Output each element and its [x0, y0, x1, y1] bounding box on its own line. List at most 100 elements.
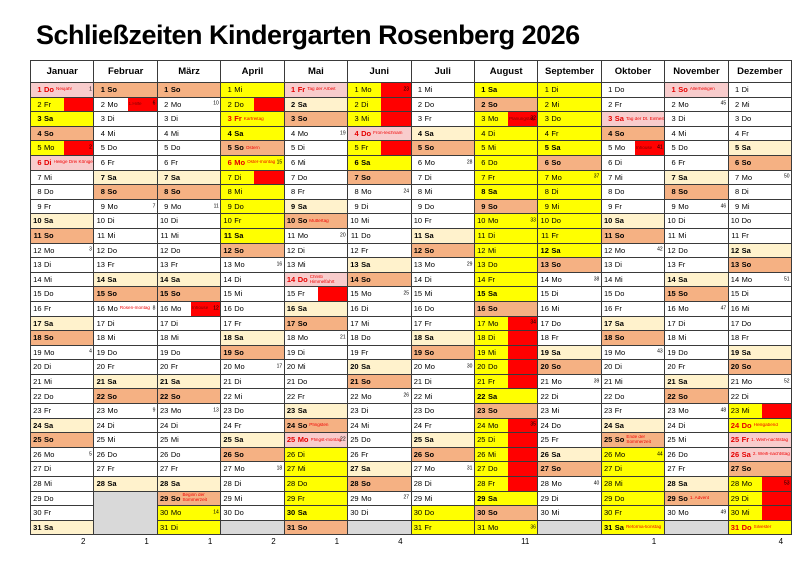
day-number: 10 — [413, 216, 423, 226]
closure-day-marker — [508, 462, 538, 477]
month-column-april: April 1 Mi 2 Do 3 Fr Karfreitag 4 Sa 5 So Ostern 6 Mo O… — [221, 61, 285, 536]
day-cell: 29 Do — [601, 491, 666, 507]
day-number: 17 — [160, 318, 169, 328]
day-cell: 12 Di — [284, 243, 349, 259]
day-cell: 11 Do — [348, 228, 412, 244]
weekday-abbrev: Do — [487, 260, 498, 270]
weekday-abbrev: So — [361, 479, 371, 489]
day-number: 21 — [603, 376, 613, 386]
day-number: 22 — [160, 391, 169, 401]
weekday-abbrev: Mi — [44, 274, 52, 284]
day-cell: 28 Mo 53 — [728, 477, 793, 492]
weekday-abbrev: Mi — [170, 230, 179, 240]
day-cell: 24 Do — [538, 418, 602, 434]
day-cell: 29 So 1. Advent — [665, 491, 729, 507]
day-cell: 3 Sa — [31, 112, 95, 127]
weekday-abbrev: Di — [170, 420, 178, 430]
day-number: 3 — [481, 114, 486, 124]
day-number: 17 — [730, 318, 740, 328]
weekday-abbrev: Do — [361, 333, 371, 343]
day-cell: 27 Mo 18 — [221, 462, 285, 478]
day-cell: 21 So — [348, 374, 412, 390]
weekday-abbrev: Di — [551, 85, 559, 95]
day-cell: 22 So — [665, 389, 729, 405]
day-cell: 16 Mi — [538, 301, 602, 317]
day-number: 10 — [667, 216, 676, 226]
weekday-abbrev: Do — [424, 406, 435, 416]
day-number: 4 — [100, 128, 105, 138]
weekday-abbrev: So — [487, 99, 498, 109]
weekday-abbrev: Mi — [741, 406, 750, 416]
day-number: 4 — [354, 128, 359, 138]
day-cell: 10 Mo 33 — [474, 214, 539, 229]
day-number: 2 — [354, 99, 359, 109]
day-cell: 2 Mo 45 — [665, 97, 729, 113]
closure-day-marker — [761, 477, 792, 491]
weekday-abbrev: Sa — [614, 318, 624, 328]
day-number: 18 — [96, 333, 105, 343]
weekday-abbrev: So — [741, 362, 752, 372]
closure-day-marker — [381, 112, 411, 126]
weekday-abbrev: Mi — [170, 128, 179, 138]
week-number: 5 — [89, 451, 92, 458]
day-cell: 27 Di — [601, 462, 666, 478]
day-cell: 14 Di — [411, 272, 475, 288]
day-cell: 4 Sa — [221, 126, 285, 142]
weekday-abbrev: Di — [361, 508, 369, 518]
day-cell: 30 Sa — [284, 506, 349, 521]
day-number: 1 — [164, 85, 169, 95]
day-number: 2 — [544, 99, 549, 109]
day-cell: 18 Mo 21 — [284, 331, 349, 346]
day-number: 9 — [734, 201, 740, 211]
day-cell: 24 Sa — [31, 418, 95, 434]
day-cell: 12 Do — [665, 243, 729, 259]
week-number: 44 — [657, 451, 663, 458]
day-number: 19 — [350, 347, 359, 357]
weekday-abbrev: Di — [487, 230, 496, 240]
weekday-abbrev: Mi — [170, 333, 179, 343]
day-number: 15 — [96, 289, 105, 299]
weekday-abbrev: Di — [551, 187, 559, 197]
weekday-abbrev: Fr — [424, 114, 432, 124]
weekday-abbrev: Di — [741, 289, 749, 299]
day-cell: 29 Mo 27 — [348, 491, 412, 507]
day-number: 24 — [730, 420, 740, 430]
day-cell: 30 Do — [411, 506, 475, 521]
day-number: 27 — [96, 464, 105, 474]
weekday-abbrev: Mi — [44, 479, 52, 489]
day-number: 26 — [160, 449, 169, 459]
day-number: 11 — [287, 230, 296, 240]
day-cell: 24 Di — [665, 418, 729, 434]
closure-count-mai: 1 — [334, 537, 340, 546]
day-cell: 21 Di — [221, 374, 285, 390]
day-cell: 5 Di — [284, 141, 349, 156]
day-number: 28 — [413, 479, 423, 489]
day-number: 21 — [540, 376, 549, 386]
day-number: 22 — [603, 391, 613, 401]
day-number: 28 — [730, 479, 740, 489]
weekday-abbrev: Fr — [234, 216, 242, 226]
day-cell: 4 So — [601, 126, 666, 142]
weekday-abbrev: So — [107, 391, 118, 401]
day-cell: 23 Do — [411, 404, 475, 419]
day-number: 24 — [603, 420, 613, 430]
day-cell: 29 Mi — [221, 491, 285, 507]
day-cell: 18 Mi — [94, 331, 158, 346]
day-cell: 31 Do Silvester — [728, 520, 793, 536]
weekday-abbrev: Sa — [44, 522, 54, 532]
day-cell: 13 Fr — [94, 258, 158, 273]
day-number: 18 — [350, 333, 359, 343]
week-number: 30 — [466, 363, 473, 370]
day-cell: 12 Fr — [348, 243, 412, 259]
weekday-abbrev: Di — [487, 333, 496, 343]
weekday-abbrev: Mi — [551, 508, 560, 518]
day-number: 11 — [223, 230, 232, 240]
weekday-abbrev: Sa — [44, 114, 54, 124]
day-number: 17 — [603, 318, 613, 328]
weekday-abbrev: Mo — [741, 376, 753, 386]
day-number: 23 — [286, 406, 296, 416]
day-cell: 12 Mo 42 — [601, 243, 666, 259]
weekday-abbrev: Di — [487, 128, 496, 138]
day-cell: 16 Do — [411, 301, 475, 317]
day-number: 26 — [413, 449, 423, 459]
